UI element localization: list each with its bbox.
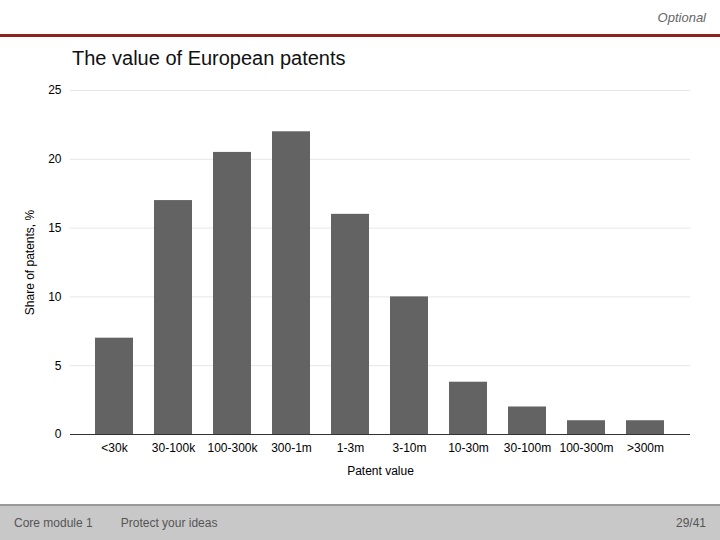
svg-text:15: 15 xyxy=(48,221,62,235)
svg-text:10-30m: 10-30m xyxy=(448,441,489,455)
svg-text:5: 5 xyxy=(55,359,62,373)
html-text:29/41: 29/41 xyxy=(676,516,706,530)
svg-text:25: 25 xyxy=(48,83,62,97)
svg-text:3-10m: 3-10m xyxy=(392,441,426,455)
html-text:The value of European patents: The value of European patents xyxy=(72,47,346,69)
svg-text:<30k: <30k xyxy=(101,441,128,455)
svg-text:100-300m: 100-300m xyxy=(559,441,613,455)
html-text:Optional: Optional xyxy=(657,9,706,25)
svg-text:30-100m: 30-100m xyxy=(504,441,551,455)
svg-text:10: 10 xyxy=(48,290,62,304)
html-text:Protect your ideas: Protect your ideas xyxy=(120,516,218,530)
svg-text:30-100k: 30-100k xyxy=(152,441,196,455)
svg-text:100-300k: 100-300k xyxy=(207,441,258,455)
svg-text:Patent value: Patent value xyxy=(347,464,414,478)
svg-text:>300m: >300m xyxy=(627,441,664,455)
html-text:Core module 1: Core module 1 xyxy=(14,516,93,530)
svg-text:0: 0 xyxy=(55,427,62,441)
svg-text:20: 20 xyxy=(48,152,62,166)
svg-text:Share of patents, %: Share of patents, % xyxy=(23,209,37,315)
svg-text:1-3m: 1-3m xyxy=(337,441,364,455)
svg-text:300-1m: 300-1m xyxy=(271,441,312,455)
